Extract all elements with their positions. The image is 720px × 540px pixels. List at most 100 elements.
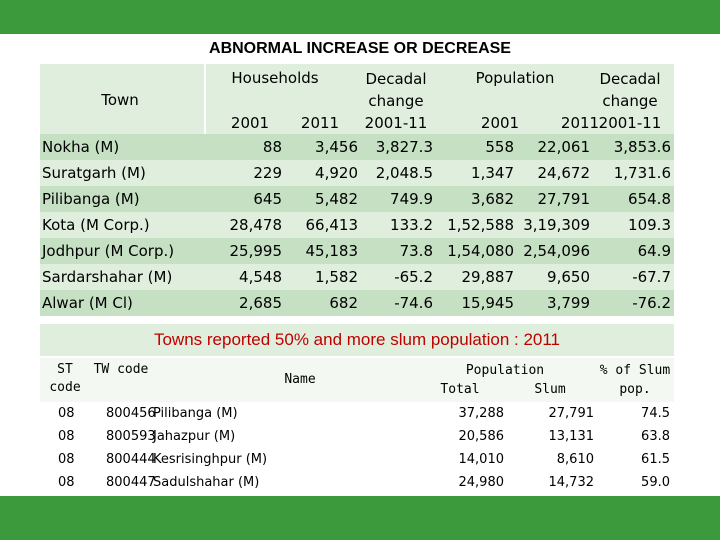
hh-2001: 2,685 [239, 294, 282, 312]
header-population: Population [465, 363, 545, 378]
header-households: Households [231, 69, 319, 87]
town-name: Jodhpur (M Corp.) [42, 242, 175, 260]
pop-2001: 1,52,588 [447, 216, 514, 234]
hh-change: 3,827.3 [375, 138, 433, 156]
hh-change: -74.6 [394, 294, 433, 312]
slum-pop: 14,732 [548, 475, 595, 490]
pop-change: -76.2 [632, 294, 671, 312]
slum-pct: 59.0 [641, 475, 670, 490]
header-hh-change: change [368, 92, 424, 110]
hh-change: 2,048.5 [375, 164, 433, 182]
slum-pop: 27,791 [548, 406, 595, 421]
hh-2011: 3,456 [315, 138, 358, 156]
header-st: ST [57, 362, 73, 377]
table-row-stripe [40, 212, 674, 238]
total-pop: 37,288 [458, 406, 505, 421]
pop-change: -67.7 [632, 268, 671, 286]
town-name: Pilibanga (M) [42, 190, 140, 208]
slum-pct: 61.5 [641, 452, 670, 467]
hh-2011: 66,413 [305, 216, 359, 234]
table-row-stripe [40, 134, 674, 160]
town-name: Kota (M Corp.) [42, 216, 150, 234]
top-band [0, 0, 720, 34]
header-slum: Slum [534, 382, 566, 397]
header-total: Total [440, 382, 480, 397]
hh-change: 749.9 [390, 190, 433, 208]
hh-2001: 28,478 [229, 216, 283, 234]
pop-2011: 27,791 [537, 190, 591, 208]
pop-2011: 3,799 [547, 294, 590, 312]
pop-2011: 9,650 [547, 268, 590, 286]
hh-change: 73.8 [399, 242, 433, 260]
header-code: code [49, 380, 81, 395]
header-pop-decadal: Decadal [599, 70, 661, 88]
town-name: Kesrisinghpur (M) [153, 452, 268, 467]
hh-2001: 25,995 [229, 242, 283, 260]
page-title: ABNORMAL INCREASE OR DECREASE [209, 40, 511, 57]
town-name: Nokha (M) [42, 138, 120, 156]
growth-table-header [40, 64, 674, 134]
tw-code: 800456 [106, 406, 156, 421]
header-pop-period: 2001-11 [598, 114, 662, 132]
header-pop-2011: 2011 [560, 114, 600, 132]
pop-2011: 24,672 [537, 164, 591, 182]
town-name: Jahazpur (M) [153, 429, 236, 444]
slum-pct: 74.5 [641, 406, 670, 421]
pop-change: 1,731.6 [613, 164, 671, 182]
pop-2001: 558 [485, 138, 514, 156]
hh-2001: 4,548 [239, 268, 282, 286]
slum-pct: 63.8 [641, 429, 670, 444]
st-code: 08 [58, 475, 75, 490]
hh-2001: 645 [253, 190, 282, 208]
header-pop-change: change [602, 92, 658, 110]
town-name: Sadulshahar (M) [153, 475, 260, 490]
header-town: Town [101, 91, 139, 109]
hh-change: 133.2 [390, 216, 433, 234]
town-name: Suratgarh (M) [42, 164, 146, 182]
header-pop-2001: 2001 [480, 114, 520, 132]
hh-2011: 1,582 [315, 268, 358, 286]
table-row-stripe [40, 264, 674, 290]
section-subtitle: Towns reported 50% and more slum populat… [40, 324, 674, 356]
header-hh-period: 2001-11 [364, 114, 428, 132]
town-name: Alwar (M Cl) [42, 294, 133, 312]
pop-change: 3,853.6 [613, 138, 671, 156]
table-row-stripe [40, 238, 674, 264]
growth-table: Town Households 2001 2011 Decadal change… [40, 64, 674, 324]
header-name: Name [284, 372, 316, 387]
header-pct-slum: % of Slum [599, 363, 671, 378]
pop-2011: 22,061 [537, 138, 591, 156]
bottom-band [0, 496, 720, 540]
st-code: 08 [58, 452, 75, 467]
table-row-stripe [40, 160, 674, 186]
pop-change: 109.3 [628, 216, 671, 234]
pop-2001: 15,945 [461, 294, 515, 312]
slum-pop: 13,131 [548, 429, 595, 444]
pop-2001: 3,682 [471, 190, 514, 208]
total-pop: 14,010 [458, 452, 505, 467]
hh-2001: 229 [253, 164, 282, 182]
tw-code: 800593 [106, 429, 156, 444]
column-divider [204, 64, 206, 134]
pop-change: 654.8 [628, 190, 671, 208]
slum-table: ST code TW code Name Population Total Sl… [40, 358, 674, 496]
hh-change: -65.2 [394, 268, 433, 286]
pop-2011: 2,54,096 [523, 242, 590, 260]
tw-code: 800444 [106, 452, 156, 467]
hh-2001: 88 [262, 138, 282, 156]
header-hh-2001: 2001 [230, 114, 270, 132]
total-pop: 20,586 [458, 429, 505, 444]
pop-2011: 3,19,309 [523, 216, 590, 234]
slum-pop: 8,610 [556, 452, 594, 467]
slum-table-header [40, 358, 674, 402]
header-tw-code: TW code [93, 362, 149, 377]
header-population: Population [475, 69, 555, 87]
header-hh-2011: 2011 [300, 114, 340, 132]
total-pop: 24,980 [458, 475, 505, 490]
header-hh-decadal: Decadal [365, 70, 427, 88]
pop-2001: 1,54,080 [447, 242, 514, 260]
table-row-stripe [40, 186, 674, 212]
hh-2011: 5,482 [315, 190, 358, 208]
hh-2011: 4,920 [315, 164, 358, 182]
tw-code: 800447 [106, 475, 156, 490]
